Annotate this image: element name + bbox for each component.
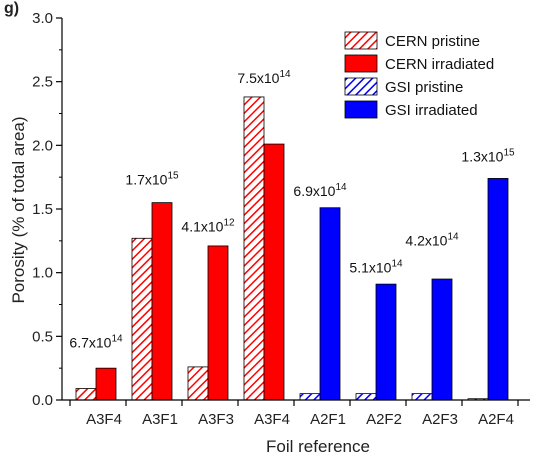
bar-gsi-pristine-a2f1 — [299, 393, 321, 401]
fluence-exponent: 12 — [223, 218, 235, 229]
x-tick-label: A2F2 — [366, 411, 402, 428]
fluence-annotation: 7.5x1014 — [237, 69, 291, 86]
y-tick-label: 1.0 — [32, 265, 53, 282]
y-tick-label: 3.0 — [32, 10, 53, 27]
fluence-annotation: 6.7x1014 — [69, 334, 123, 351]
x-tick-label: A3F4 — [254, 411, 290, 428]
fluence-annotation: 5.1x1014 — [349, 258, 403, 275]
bar-gsi-irradiated-a2f2 — [375, 283, 397, 401]
fluence-exponent: 14 — [335, 182, 347, 193]
fluence-annotation: 1.7x1015 — [125, 171, 179, 188]
fluence-base: 1.7x10 — [125, 172, 167, 188]
bar-cern-pristine-a3f4 — [243, 96, 265, 401]
fluence-annotation: 6.9x1014 — [293, 182, 347, 199]
bar-cern-pristine-a3f1 — [131, 237, 153, 401]
bar-gsi-pristine-a2f3 — [411, 393, 433, 401]
x-tick-label: A3F3 — [198, 411, 234, 428]
bar-cern-pristine-a3f3 — [187, 366, 209, 401]
fluence-base: 1.3x10 — [461, 149, 503, 165]
fluence-exponent: 14 — [111, 334, 123, 345]
fluence-annotation: 4.2x1014 — [405, 232, 459, 249]
y-axis-title: Porosity (% of total area) — [9, 116, 28, 303]
bar-cern-irradiated-a3f4 — [95, 367, 117, 401]
legend-label-gsi-irradiated: GSI irradiated — [385, 102, 478, 119]
legend-label-gsi-pristine: GSI pristine — [385, 79, 463, 96]
x-tick-label: A3F4 — [86, 411, 122, 428]
bar-gsi-pristine-a2f2 — [355, 393, 377, 401]
fluence-base: 4.2x10 — [405, 233, 447, 249]
bar-gsi-irradiated-a2f3 — [431, 278, 453, 401]
fluence-base: 7.5x10 — [237, 70, 279, 86]
fluence-annotation: 4.1x1012 — [181, 218, 235, 235]
bar-cern-pristine-a3f4 — [75, 388, 97, 401]
fluence-base: 5.1x10 — [349, 259, 391, 275]
y-tick-label: 2.5 — [32, 74, 53, 91]
bar-cern-irradiated-a3f1 — [151, 202, 173, 401]
legend-label-cern-pristine: CERN pristine — [385, 33, 480, 50]
y-tick-label: 1.5 — [32, 201, 53, 218]
bar-cern-irradiated-a3f4 — [263, 143, 285, 401]
fluence-base: 6.7x10 — [69, 335, 111, 351]
x-tick-label: A2F4 — [478, 411, 514, 428]
fluence-exponent: 15 — [503, 148, 515, 159]
fluence-exponent: 14 — [391, 258, 403, 269]
y-tick-label: 2.0 — [32, 137, 53, 154]
bar-gsi-irradiated-a2f1 — [319, 207, 341, 401]
fluence-annotation: 1.3x1015 — [461, 148, 515, 165]
fluence-exponent: 14 — [447, 232, 459, 243]
fluence-base: 4.1x10 — [181, 219, 223, 235]
x-tick-label: A3F1 — [142, 411, 178, 428]
x-axis-title: Foil reference — [266, 437, 370, 456]
x-tick-label: A2F3 — [422, 411, 458, 428]
bar-gsi-irradiated-a2f4 — [487, 178, 509, 401]
legend-swatch-gsi-pristine — [344, 77, 378, 96]
panel-label: g) — [4, 0, 20, 17]
bar-cern-irradiated-a3f3 — [207, 245, 229, 401]
fluence-exponent: 14 — [279, 69, 291, 80]
legend-label-cern-irradiated: CERN irradiated — [385, 56, 494, 73]
y-tick-label: 0.5 — [32, 328, 53, 345]
y-tick-label: 0.0 — [32, 392, 53, 409]
fluence-exponent: 15 — [167, 171, 179, 182]
legend-swatch-gsi-irradiated — [344, 100, 378, 119]
x-tick-label: A2F1 — [310, 411, 346, 428]
legend-swatch-cern-pristine — [344, 31, 378, 50]
fluence-base: 6.9x10 — [293, 183, 335, 199]
legend-swatch-cern-irradiated — [344, 54, 378, 73]
